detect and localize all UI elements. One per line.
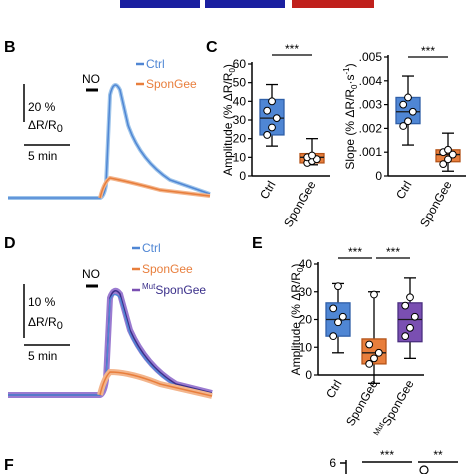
data-point xyxy=(404,93,412,102)
legend-spongee: SponGee xyxy=(142,262,193,276)
data-point xyxy=(263,106,272,115)
y-axis-label: Amplitude (% ΔR/R0) xyxy=(289,264,305,376)
data-point xyxy=(329,304,338,313)
significance-label: *** xyxy=(380,448,394,462)
y-tick-label: .004 xyxy=(359,74,383,88)
y-tick-label: 10 xyxy=(299,340,313,354)
data-point xyxy=(399,122,408,130)
y-scale-value: 10 % xyxy=(28,295,56,309)
x-tick-label: Ctrl xyxy=(323,378,344,401)
legend-spongee: SponGee xyxy=(146,77,197,91)
data-point xyxy=(374,348,383,357)
data-point xyxy=(399,100,408,109)
data-point xyxy=(448,150,457,159)
significance-label: *** xyxy=(386,245,400,259)
y-tick-label: 50 xyxy=(233,76,247,90)
data-point xyxy=(338,312,347,321)
data-point xyxy=(365,340,374,349)
x-tick-label: Ctrl xyxy=(393,179,414,202)
data-point xyxy=(406,323,414,332)
data-point xyxy=(401,301,410,310)
panel-label-d: D xyxy=(4,235,16,252)
significance-label: *** xyxy=(421,44,435,58)
x-tick-label: SponGee xyxy=(343,377,381,428)
y-tick-label: .001 xyxy=(359,145,383,159)
outlier-point xyxy=(419,465,429,474)
data-point xyxy=(334,318,342,327)
x-tick-label: Ctrl xyxy=(257,179,278,202)
x-scale-value: 5 min xyxy=(28,349,57,363)
panel-label-e: E xyxy=(252,235,263,252)
data-point xyxy=(401,332,410,341)
data-point xyxy=(444,145,452,154)
y-tick-label: 0 xyxy=(375,169,382,183)
y-tick-label: 30 xyxy=(233,113,247,127)
y-tick-label: 30 xyxy=(299,285,313,299)
y-tick-label: .005 xyxy=(359,50,383,64)
panel-label-c: C xyxy=(206,39,218,56)
data-point xyxy=(439,160,448,169)
y-tick-label: 20 xyxy=(233,132,247,146)
y-tick-label: .002 xyxy=(359,121,383,135)
x-scale-value: 5 min xyxy=(28,149,57,163)
legend-ctrl: Ctrl xyxy=(142,241,161,255)
y-tick-label: 40 xyxy=(299,257,313,271)
data-point xyxy=(406,293,414,302)
panel-label-f: F xyxy=(4,457,14,474)
panel-b-trace-chart: NO 20 % ΔR/R0 5 min Ctrl SponGee xyxy=(8,57,211,200)
y-tick-label: .003 xyxy=(359,98,383,112)
y-scale-unit: ΔR/R0 xyxy=(28,118,63,135)
image-strip-blue-2 xyxy=(205,0,285,8)
significance-label: *** xyxy=(285,42,299,56)
y-axis-label: Slope (% ΔR/R0·s-1) xyxy=(342,63,359,169)
y-tick-label: 10 xyxy=(233,150,247,164)
data-point xyxy=(404,117,412,126)
image-strip-blue-1 xyxy=(120,0,200,8)
significance-label: ** xyxy=(433,448,443,462)
y-tick-label: 40 xyxy=(233,94,247,108)
panel-f-boxplot-partial: 6 *** ** xyxy=(329,448,458,474)
data-point xyxy=(370,290,378,299)
y-scale-value: 20 % xyxy=(28,100,56,114)
y-tick-label: 6 xyxy=(329,456,336,470)
data-point xyxy=(370,354,378,363)
legend-ctrl: Ctrl xyxy=(146,57,165,71)
data-point xyxy=(334,282,342,291)
y-scale-unit: ΔR/R0 xyxy=(28,315,63,332)
data-point xyxy=(263,131,272,139)
data-point xyxy=(408,107,417,116)
y-tick-label: 20 xyxy=(299,313,313,327)
data-point xyxy=(365,360,374,368)
data-point xyxy=(268,97,276,106)
spongee-trace xyxy=(99,177,211,199)
stimulus-label: NO xyxy=(82,267,100,281)
data-point xyxy=(272,114,281,123)
data-point xyxy=(444,155,452,164)
x-tick-label: SponGee xyxy=(417,178,455,229)
ctrl-trace xyxy=(8,84,211,199)
y-tick-label: 0 xyxy=(305,368,312,382)
y-tick-label: 0 xyxy=(239,169,246,183)
y-tick-label: 60 xyxy=(233,57,247,71)
image-strip-red xyxy=(292,0,374,8)
stimulus-label: NO xyxy=(82,72,100,86)
panel-d-trace-chart: NO 10 % ΔR/R0 5 min Ctrl SponGee MutSpon… xyxy=(8,241,213,399)
legend-mut-spongee: MutSponGee xyxy=(142,282,206,297)
significance-label: *** xyxy=(348,245,362,259)
data-point xyxy=(329,332,338,341)
data-point xyxy=(268,123,276,132)
y-axis-label: Amplitude (% ΔR/R0) xyxy=(221,64,237,176)
x-tick-label: SponGee xyxy=(281,178,319,229)
spongee-trace xyxy=(99,371,213,397)
data-point xyxy=(410,312,419,321)
panel-label-b: B xyxy=(4,39,16,56)
data-point xyxy=(308,151,316,160)
